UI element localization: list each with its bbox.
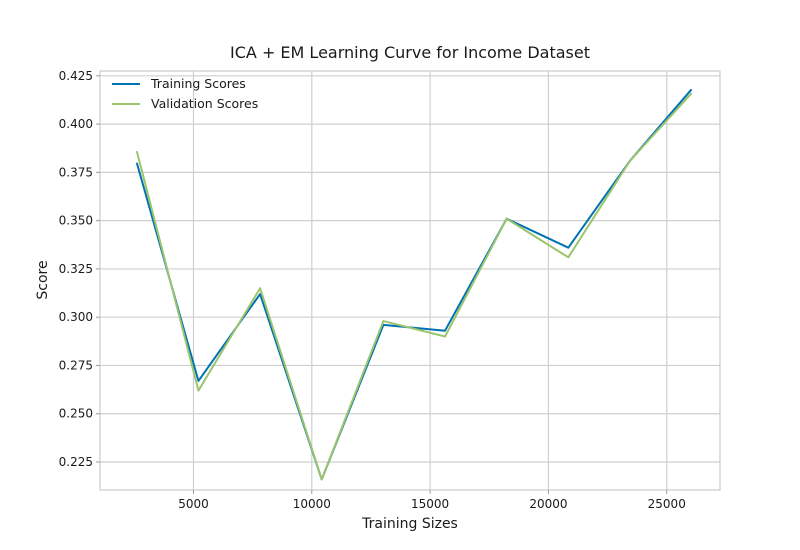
y-tick-label: 0.350	[59, 214, 93, 228]
x-axis-label: Training Sizes	[361, 516, 458, 532]
y-tick-label: 0.325	[59, 262, 93, 276]
x-tick-label: 5000	[178, 497, 209, 511]
series-layer	[135, 88, 693, 481]
plot-frame	[99, 70, 721, 491]
y-tick-label: 0.400	[59, 117, 93, 131]
x-tick-label: 10000	[293, 497, 331, 511]
x-tick-label: 25000	[648, 497, 686, 511]
y-tick-label: 0.375	[59, 165, 93, 179]
ticks-layer: 5000 10000 15000 20000 25000 0.225 0.250 0.275 0…	[59, 69, 686, 511]
chart-title: ICA + EM Learning Curve for Income Datas…	[230, 43, 590, 62]
legend: Training Scores Validation Scores	[112, 76, 258, 111]
legend-label: Training Scores	[150, 76, 246, 91]
y-tick-label: 0.425	[59, 69, 93, 83]
x-tick-label: 20000	[529, 497, 567, 511]
x-tick-label: 15000	[411, 497, 449, 511]
grid-layer	[100, 71, 720, 490]
y-tick-label: 0.275	[59, 358, 93, 372]
y-tick-label: 0.225	[59, 455, 93, 469]
legend-label: Validation Scores	[151, 96, 258, 111]
y-tick-label: 0.300	[59, 310, 93, 324]
series-line-validation-scores	[135, 92, 693, 481]
y-tick-label: 0.250	[59, 407, 93, 421]
series-line-training-scores	[135, 88, 693, 481]
y-axis-label: Score	[35, 260, 51, 299]
